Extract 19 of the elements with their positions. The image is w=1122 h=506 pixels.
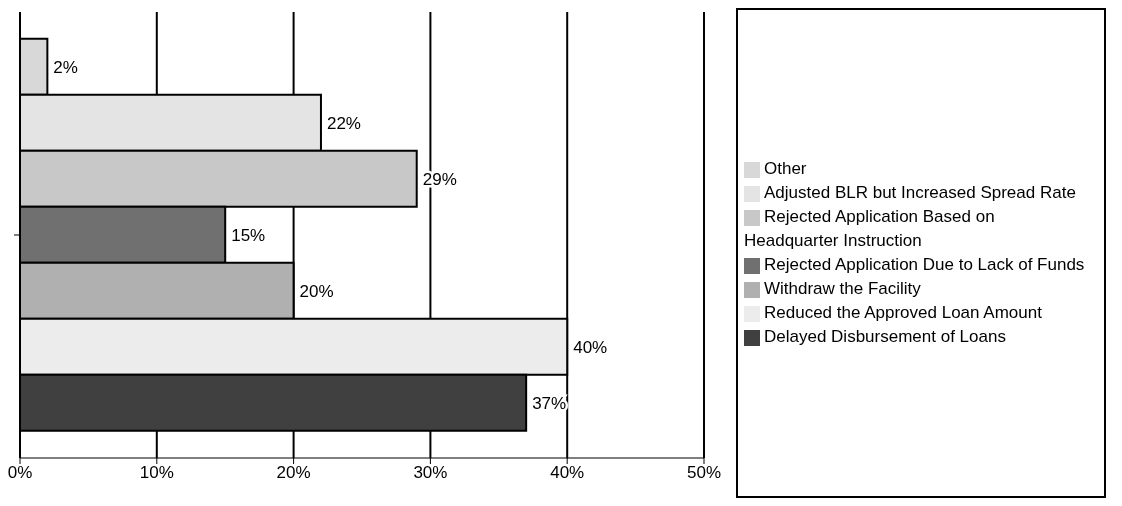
x-tick-label: 50% [686,463,722,483]
data-label: 20% [299,281,334,301]
legend-label: Rejected Application Due to Lack of Funds [764,255,1085,274]
legend-label: Other [764,159,807,178]
data-label: 2% [53,57,78,77]
legend-label: Adjusted BLR but Increased Spread Rate [764,183,1076,202]
legend-label: Delayed Disbursement of Loans [764,327,1006,346]
data-label: 37% [532,393,567,413]
x-tick-label: 0% [7,463,33,483]
x-tick-label: 10% [139,463,174,483]
x-tick-label: 40% [550,463,585,483]
x-tick-label: 30% [413,463,448,483]
data-label: 40% [573,337,608,357]
data-label: 22% [326,113,361,133]
legend-label: Reduced the Approved Loan Amount [764,303,1042,322]
legend-label: Rejected Application Based on Headquarter Instruction [744,207,995,250]
data-label: 15% [231,225,266,245]
x-tick-label: 20% [276,463,311,483]
legend-label: Withdraw the Facility [764,279,921,298]
